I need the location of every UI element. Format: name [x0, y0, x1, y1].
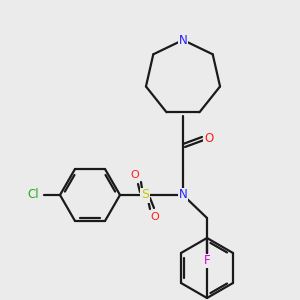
Text: Cl: Cl: [27, 188, 39, 202]
Text: O: O: [204, 133, 214, 146]
Text: O: O: [130, 170, 140, 180]
Text: F: F: [204, 254, 210, 268]
Text: N: N: [178, 188, 188, 202]
Text: S: S: [141, 188, 149, 202]
Text: N: N: [178, 34, 188, 46]
Text: O: O: [151, 212, 159, 222]
